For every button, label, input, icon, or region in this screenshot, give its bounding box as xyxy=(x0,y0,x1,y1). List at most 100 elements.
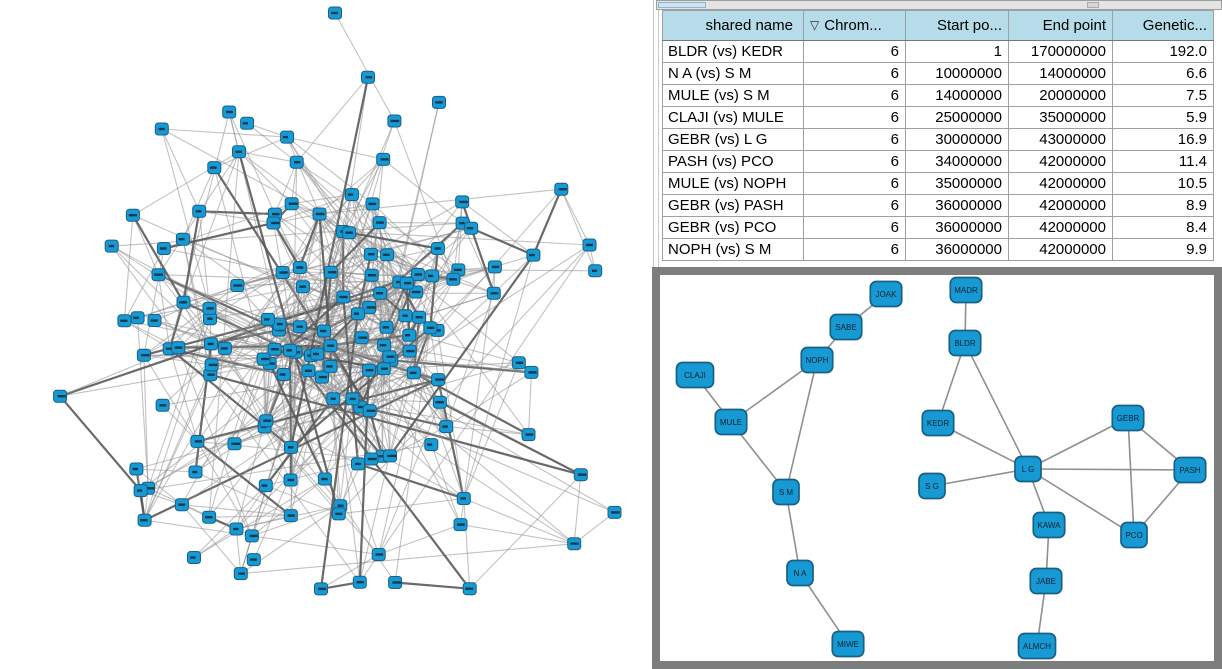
network-node[interactable] xyxy=(275,266,290,279)
network-node[interactable] xyxy=(439,420,454,434)
network-edge[interactable] xyxy=(370,201,463,255)
network-edge[interactable] xyxy=(320,554,379,590)
network-node[interactable]: GEBR xyxy=(1111,404,1145,432)
network-edge[interactable] xyxy=(573,511,615,545)
cell-start-position[interactable]: 36000000 xyxy=(905,194,1009,217)
cell-genetic-distance[interactable]: 16.9 xyxy=(1112,128,1214,151)
panel-splitter[interactable] xyxy=(653,0,654,267)
network-node[interactable] xyxy=(524,365,539,379)
cell-shared-name[interactable]: MULE (vs) NOPH xyxy=(662,172,804,195)
network-node[interactable] xyxy=(133,484,148,498)
network-edge[interactable] xyxy=(338,244,590,515)
network-edge[interactable] xyxy=(111,245,361,583)
network-edge[interactable] xyxy=(379,248,439,294)
network-node[interactable] xyxy=(136,348,151,362)
network-node[interactable]: S G xyxy=(918,472,946,500)
network-node[interactable] xyxy=(365,197,380,211)
network-node[interactable] xyxy=(326,392,341,406)
cell-chromosome[interactable]: 6 xyxy=(803,128,906,151)
network-node[interactable] xyxy=(125,208,140,222)
network-edge[interactable] xyxy=(143,354,264,360)
network-edge[interactable] xyxy=(265,278,454,422)
network-edge[interactable] xyxy=(395,581,470,590)
network-edge[interactable] xyxy=(394,327,431,583)
network-edge[interactable] xyxy=(457,201,463,270)
network-node-shape[interactable] xyxy=(918,472,946,500)
network-node[interactable] xyxy=(382,350,397,364)
network-node-shape[interactable] xyxy=(948,329,982,357)
full-network-graph[interactable] xyxy=(0,0,652,669)
network-node[interactable] xyxy=(154,122,169,136)
network-node[interactable] xyxy=(244,529,259,543)
network-edge[interactable] xyxy=(389,254,535,457)
network-node[interactable] xyxy=(155,398,170,412)
network-edge[interactable] xyxy=(446,426,529,436)
network-edge[interactable] xyxy=(182,302,213,366)
network-node[interactable]: NOPH xyxy=(800,346,834,374)
network-edge[interactable] xyxy=(132,151,240,216)
network-edge[interactable] xyxy=(338,398,354,514)
cell-end-position[interactable]: 42000000 xyxy=(1008,150,1113,173)
network-edge[interactable] xyxy=(785,491,801,574)
network-node[interactable] xyxy=(607,505,622,519)
network-edge[interactable] xyxy=(290,366,332,481)
network-edge[interactable] xyxy=(430,444,462,525)
main-network-panel[interactable] xyxy=(0,0,652,669)
network-edge[interactable] xyxy=(324,293,381,480)
network-node-shape[interactable] xyxy=(1032,511,1066,539)
network-edge[interactable] xyxy=(238,151,293,205)
network-node[interactable] xyxy=(171,341,186,355)
cell-start-position[interactable]: 1 xyxy=(905,40,1009,63)
network-edge[interactable] xyxy=(233,358,265,444)
network-edge[interactable] xyxy=(319,213,406,317)
network-edge[interactable] xyxy=(123,248,165,322)
cell-genetic-distance[interactable]: 7.5 xyxy=(1112,84,1214,107)
network-edge[interactable] xyxy=(144,519,379,556)
network-node[interactable] xyxy=(222,105,237,119)
network-edge[interactable] xyxy=(197,378,439,443)
network-node[interactable] xyxy=(377,338,392,352)
cell-end-position[interactable]: 42000000 xyxy=(1008,238,1113,261)
network-node[interactable] xyxy=(283,509,298,523)
table-row[interactable]: PASH (vs) PCO 6 34000000 42000000 11.4 xyxy=(662,150,1214,173)
network-edge[interactable] xyxy=(209,515,291,518)
network-edge[interactable] xyxy=(238,151,297,163)
network-edge[interactable] xyxy=(267,296,344,320)
cell-shared-name[interactable]: MULE (vs) S M xyxy=(662,84,804,107)
panel-splitter[interactable] xyxy=(658,0,659,267)
network-node[interactable] xyxy=(412,310,427,324)
network-edge[interactable] xyxy=(429,248,439,328)
network-edge[interactable] xyxy=(342,231,381,294)
network-node[interactable] xyxy=(423,321,438,335)
network-edge[interactable] xyxy=(182,151,240,303)
network-node[interactable] xyxy=(190,434,205,448)
network-edge[interactable] xyxy=(246,122,298,163)
network-edge[interactable] xyxy=(136,468,196,473)
network-edge[interactable] xyxy=(330,271,406,317)
network-edge[interactable] xyxy=(296,76,369,163)
cell-shared-name[interactable]: PASH (vs) PCO xyxy=(662,150,804,173)
cell-end-position[interactable]: 42000000 xyxy=(1008,194,1113,217)
network-node[interactable] xyxy=(229,522,244,536)
cell-chromosome[interactable]: 6 xyxy=(803,40,906,63)
network-node[interactable] xyxy=(402,328,417,342)
network-node[interactable] xyxy=(174,498,189,512)
network-node[interactable] xyxy=(317,472,332,486)
cell-end-position[interactable]: 43000000 xyxy=(1008,128,1113,151)
table-row[interactable]: MULE (vs) NOPH 6 35000000 42000000 10.5 xyxy=(662,172,1214,195)
network-edge[interactable] xyxy=(136,362,519,470)
network-node[interactable] xyxy=(284,440,298,454)
network-node-shape[interactable] xyxy=(1017,632,1057,660)
table-row[interactable]: CLAJI (vs) MULE 6 25000000 35000000 5.9 xyxy=(662,106,1214,129)
network-edge[interactable] xyxy=(59,395,142,492)
network-node[interactable] xyxy=(230,279,245,292)
network-node[interactable] xyxy=(487,260,502,274)
table-row[interactable]: MULE (vs) S M 6 14000000 20000000 7.5 xyxy=(662,84,1214,107)
column-header-shared-name[interactable]: shared name xyxy=(662,10,804,41)
network-edge[interactable] xyxy=(332,398,341,506)
network-node[interactable]: PCO xyxy=(1120,521,1148,549)
network-edge[interactable] xyxy=(279,313,358,325)
network-edge[interactable] xyxy=(296,161,372,255)
network-edge[interactable] xyxy=(382,158,463,224)
network-edge[interactable] xyxy=(316,227,472,355)
